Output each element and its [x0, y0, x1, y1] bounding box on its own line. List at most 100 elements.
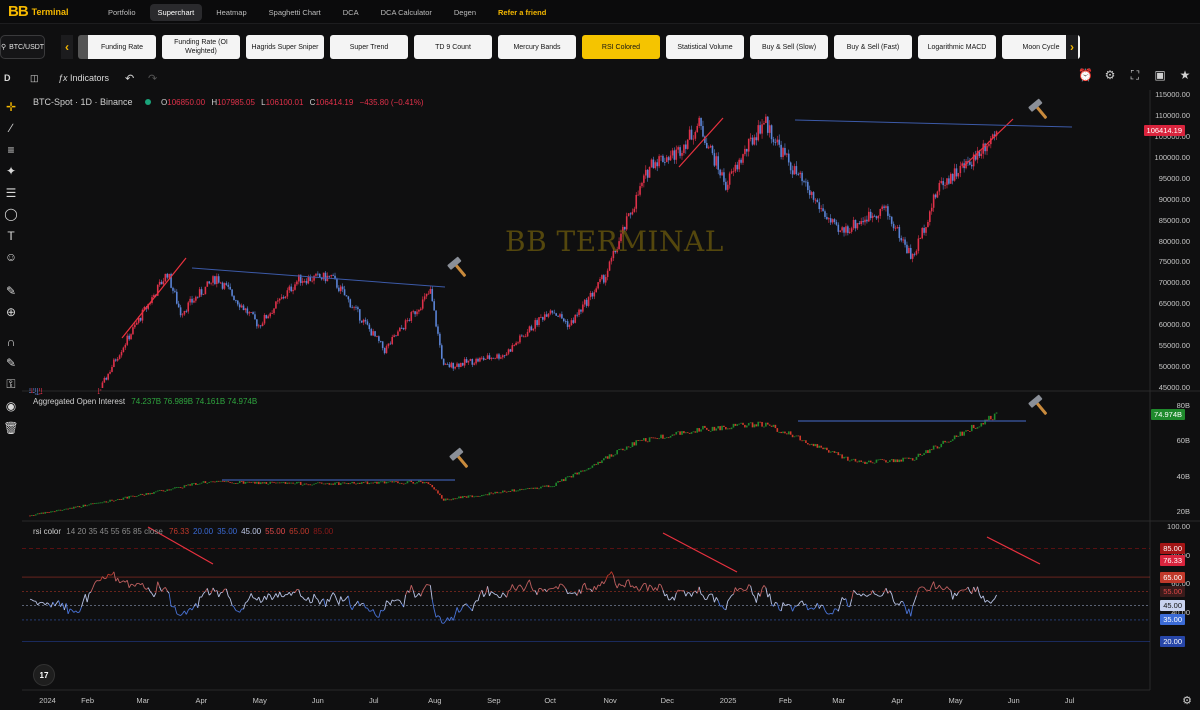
oi-candle [227, 481, 230, 483]
price-candle [404, 320, 407, 330]
redo-button[interactable]: ↷ [148, 72, 158, 85]
compare-icon[interactable]: ◫ [30, 72, 39, 83]
oi-candle [629, 446, 632, 448]
rsi-segment [858, 593, 862, 597]
price-candle [440, 345, 443, 359]
nav-item-refer-a-friend[interactable]: Refer a friend [498, 8, 547, 17]
indicator-chip-statistical-volume[interactable]: Statistical Volume [666, 35, 744, 59]
indicator-chip-hagrids-super-sniper[interactable]: Hagrids Super Sniper [246, 35, 324, 59]
crosshair-icon[interactable]: ✛ [5, 99, 17, 114]
scroll-right-button[interactable]: › [1066, 35, 1078, 59]
oi-title[interactable]: Aggregated Open Interest [33, 397, 126, 406]
channel-icon[interactable]: ☰ [5, 185, 17, 200]
undo-button[interactable]: ↶ [125, 72, 135, 85]
nav-item-spaghetti-chart[interactable]: Spaghetti Chart [268, 8, 321, 17]
oi-candle [555, 482, 557, 486]
text-icon[interactable]: T [7, 228, 15, 243]
rsi-segment [191, 606, 195, 611]
rsi-segment [418, 592, 422, 597]
price-candle [175, 291, 178, 304]
eye-icon[interactable]: ◉ [5, 399, 17, 414]
ruler-icon[interactable]: ✎ [5, 283, 17, 298]
y-axis-tick: 60B [1176, 436, 1190, 445]
price-candle [233, 295, 235, 301]
price-candle [877, 215, 880, 219]
rsi-segment [685, 592, 689, 597]
symbol-title[interactable]: BTC-Spot · 1D · Binance [33, 97, 133, 107]
rsi-segment [86, 593, 90, 603]
oi-candle [473, 496, 475, 498]
star-icon[interactable]: ★ [1179, 68, 1191, 82]
price-candle [709, 145, 712, 148]
price-candle [166, 273, 169, 278]
oi-candle [648, 437, 651, 442]
magnet-icon[interactable]: ∩ [6, 334, 16, 349]
trend-line-icon[interactable]: ∕ [9, 121, 12, 136]
x-axis-tick: Feb [778, 696, 792, 705]
settings-icon[interactable]: ⚙ [1104, 68, 1116, 82]
oi-candle [471, 495, 474, 498]
nav-item-dca[interactable]: DCA [342, 8, 359, 17]
nav-item-superchart[interactable]: Superchart [149, 4, 203, 21]
rsi-segment [454, 607, 458, 615]
indicator-chip-super-trend[interactable]: Super Trend [330, 35, 408, 59]
pattern-icon[interactable]: ✦ [5, 164, 17, 179]
oi-candle [974, 428, 977, 429]
tradingview-logo[interactable]: 17 [33, 664, 55, 686]
price-candle [496, 354, 498, 359]
logo[interactable]: BB Terminal [8, 3, 69, 20]
oi-candle [990, 415, 992, 420]
rsi-segment [826, 613, 829, 615]
camera-icon[interactable]: ▣ [1154, 68, 1166, 82]
rsi-segment [595, 584, 599, 590]
fib-icon[interactable]: ≡ [7, 142, 15, 157]
rsi-title[interactable]: rsi color [33, 527, 62, 536]
indicator-chip-funding-rate-oi-weighted-[interactable]: Funding Rate (OI Weighted) [162, 35, 240, 59]
shape-icon[interactable]: ◯ [4, 207, 18, 222]
fullscreen-icon[interactable]: ⛶ [1130, 68, 1140, 82]
zoom-in-icon[interactable]: ⊕ [5, 305, 17, 320]
oi-candle [740, 422, 742, 424]
lock-drawing-icon[interactable]: ✎ [5, 356, 17, 371]
lock-icon[interactable]: ⚿ [6, 377, 16, 392]
oi-candle [500, 492, 502, 494]
indicator-chip-buy-sell-fast-[interactable]: Buy & Sell (Fast) [834, 35, 912, 59]
nav-item-dca-calculator[interactable]: DCA Calculator [380, 8, 432, 17]
indicators-button[interactable]: ƒx Indicators [58, 73, 109, 83]
nav-item-heatmap[interactable]: Heatmap [216, 8, 247, 17]
rsi-segment [960, 589, 963, 591]
indicator-chip-td-9-count[interactable]: TD 9 Count [414, 35, 492, 59]
price-candle [808, 190, 811, 195]
indicator-chip-funding-rate[interactable]: Funding Rate [78, 35, 156, 59]
indicator-chip-rsi-colored[interactable]: RSI Colored [582, 35, 660, 59]
hammer-handle [454, 263, 467, 277]
scroll-left-button[interactable]: ‹ [61, 35, 73, 59]
rsi-level-value: 45.00 [241, 527, 262, 536]
symbol-search-button[interactable]: ⚲ BTC/USDT [0, 35, 45, 59]
nav-item-degen[interactable]: Degen [453, 8, 476, 17]
rsi-segment [334, 595, 338, 601]
oi-candle [336, 482, 338, 484]
oi-candle [221, 480, 224, 482]
emoji-icon[interactable]: ☺ [4, 250, 18, 265]
hammer-handle [456, 454, 469, 468]
axis-settings-icon[interactable]: ⚙ [1182, 695, 1192, 707]
indicator-chip-logarithmic-macd[interactable]: Logarithmic MACD [918, 35, 996, 59]
oi-candle [988, 415, 990, 421]
indicator-chip-buy-sell-slow-[interactable]: Buy & Sell (Slow) [750, 35, 828, 59]
oi-candle [452, 498, 455, 500]
indicator-chip-mercury-bands[interactable]: Mercury Bands [498, 35, 576, 59]
rsi-level-tag: 55.00 [1160, 585, 1185, 597]
rsi-segment [796, 604, 799, 607]
nav-item-portfolio[interactable]: Portfolio [108, 8, 136, 17]
rsi-segment [359, 603, 363, 607]
alert-icon[interactable]: ⏰ [1078, 68, 1093, 82]
trash-icon[interactable]: 🗑 [3, 420, 19, 435]
price-candle [519, 335, 521, 343]
interval-button[interactable]: D [4, 73, 11, 83]
price-candle [542, 317, 544, 320]
rsi-segment [618, 583, 622, 586]
oi-candle [437, 490, 439, 494]
rsi-level-tag: 85.00 [1160, 542, 1185, 554]
